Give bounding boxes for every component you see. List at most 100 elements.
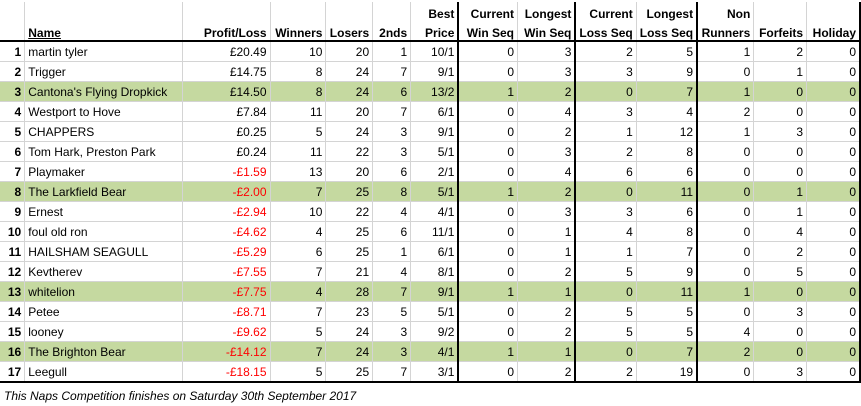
cell-holiday: 0: [806, 41, 861, 62]
cell-longest-loss-seq: 9: [636, 261, 698, 282]
cell-holiday: 0: [806, 61, 861, 82]
cell-longest-loss-seq: 8: [636, 141, 698, 162]
cell-longest-loss-seq: 7: [636, 341, 698, 362]
header-top-longest-loss-seq: Longest: [636, 2, 698, 21]
cell-forfeits: 1: [753, 61, 808, 82]
cell-non-runners: 0: [696, 261, 755, 282]
cell-losers: 24: [325, 121, 374, 142]
cell-current-loss-seq: 0: [574, 181, 637, 202]
cell-longest-win-seq: 1: [517, 341, 576, 362]
header-holiday: Holiday: [806, 21, 861, 42]
cell-winners: 7: [270, 181, 327, 202]
cell-longest-win-seq: 1: [517, 281, 576, 302]
cell-non-runners: 0: [696, 301, 755, 322]
cell-longest-loss-seq: 5: [636, 321, 698, 342]
table-row: 16 The Brighton Bear -£14.12 7 24 3 4/1 1 1 0 7 2 0 0: [0, 341, 861, 362]
cell-longest-win-seq: 3: [517, 201, 576, 222]
cell-best-price: 8/1: [410, 261, 459, 282]
cell-losers: 25: [325, 361, 374, 383]
cell-rank: 14: [0, 301, 26, 322]
cell-best-price: 6/1: [410, 101, 459, 122]
cell-name: The Larkfield Bear: [24, 181, 184, 202]
table-row: 1 martin tyler £20.49 10 20 1 10/1 0 3 2 5 1 2 0: [0, 41, 861, 62]
cell-holiday: 0: [806, 361, 861, 383]
cell-name: Playmaker: [24, 161, 184, 182]
cell-current-loss-seq: 0: [574, 81, 637, 102]
cell-current-loss-seq: 1: [574, 241, 637, 262]
cell-forfeits: 2: [753, 241, 808, 262]
cell-profit-loss: -£4.62: [182, 221, 271, 242]
cell-holiday: 0: [806, 81, 861, 102]
header-top-best-price: Best: [410, 2, 459, 21]
cell-winners: 13: [270, 161, 327, 182]
cell-longest-win-seq: 2: [517, 261, 576, 282]
cell-losers: 24: [325, 341, 374, 362]
header-top-seconds: [372, 2, 412, 21]
leaderboard-table: Best Current Longest Current Longest Non Name P…: [0, 2, 861, 383]
header-winners: Winners: [270, 21, 327, 42]
cell-winners: 11: [270, 141, 327, 162]
cell-current-loss-seq: 3: [574, 201, 637, 222]
cell-name: Cantona's Flying Dropkick: [24, 81, 184, 102]
cell-losers: 25: [325, 181, 374, 202]
cell-best-price: 5/1: [410, 181, 459, 202]
cell-longest-loss-seq: 5: [636, 301, 698, 322]
table-row: 3 Cantona's Flying Dropkick £14.50 8 24 6 13/2…: [0, 81, 861, 102]
cell-current-win-seq: 0: [457, 361, 519, 383]
cell-current-win-seq: 1: [457, 181, 519, 202]
cell-seconds: 7: [372, 361, 412, 383]
cell-seconds: 7: [372, 61, 412, 82]
header-row-top: Best Current Longest Current Longest Non: [0, 2, 861, 21]
cell-name: whitelion: [24, 281, 184, 302]
cell-current-loss-seq: 6: [574, 161, 637, 182]
cell-non-runners: 2: [696, 341, 755, 362]
cell-best-price: 11/1: [410, 221, 459, 242]
cell-holiday: 0: [806, 301, 861, 322]
cell-seconds: 3: [372, 141, 412, 162]
cell-forfeits: 5: [753, 261, 808, 282]
cell-forfeits: 0: [753, 161, 808, 182]
table-row: 12 Kevtherev -£7.55 7 21 4 8/1 0 2 5 9 0 5 0: [0, 261, 861, 282]
cell-winners: 5: [270, 321, 327, 342]
cell-profit-loss: £0.24: [182, 141, 271, 162]
cell-non-runners: 0: [696, 241, 755, 262]
cell-forfeits: 4: [753, 221, 808, 242]
cell-longest-win-seq: 1: [517, 241, 576, 262]
cell-name: CHAPPERS: [24, 121, 184, 142]
table-row: 11 HAILSHAM SEAGULL -£5.29 6 25 1 6/1 0 1 1 7 0 2 0: [0, 241, 861, 262]
cell-best-price: 9/1: [410, 121, 459, 142]
cell-non-runners: 1: [696, 281, 755, 302]
cell-best-price: 2/1: [410, 161, 459, 182]
cell-non-runners: 0: [696, 221, 755, 242]
cell-seconds: 3: [372, 321, 412, 342]
cell-losers: 25: [325, 221, 374, 242]
header-current-win-seq: Win Seq: [457, 21, 519, 42]
cell-current-loss-seq: 2: [574, 41, 637, 62]
cell-profit-loss: £20.49: [182, 41, 271, 62]
cell-name: foul old ron: [24, 221, 184, 242]
cell-seconds: 6: [372, 221, 412, 242]
header-forfeits: Forfeits: [753, 21, 808, 42]
cell-name: Leegull: [24, 361, 184, 383]
cell-current-win-seq: 0: [457, 141, 519, 162]
table-row: 15 looney -£9.62 5 24 3 9/2 0 2 5 5 4 0 0: [0, 321, 861, 342]
cell-best-price: 4/1: [410, 201, 459, 222]
cell-best-price: 3/1: [410, 361, 459, 383]
cell-winners: 8: [270, 81, 327, 102]
cell-name: Trigger: [24, 61, 184, 82]
header-name-label: Name: [28, 26, 61, 40]
cell-seconds: 3: [372, 341, 412, 362]
cell-name: HAILSHAM SEAGULL: [24, 241, 184, 262]
cell-profit-loss: £0.25: [182, 121, 271, 142]
table-row: 5 CHAPPERS £0.25 5 24 3 9/1 0 2 1 12 1 3 0: [0, 121, 861, 142]
cell-forfeits: 0: [753, 141, 808, 162]
cell-current-win-seq: 0: [457, 41, 519, 62]
cell-current-win-seq: 1: [457, 341, 519, 362]
header-top-profit-loss: [182, 2, 271, 21]
table-row: 17 Leegull -£18.15 5 25 7 3/1 0 2 2 19 0 3 0: [0, 361, 861, 383]
cell-rank: 12: [0, 261, 26, 282]
cell-longest-loss-seq: 9: [636, 61, 698, 82]
cell-profit-loss: -£8.71: [182, 301, 271, 322]
cell-longest-loss-seq: 8: [636, 221, 698, 242]
cell-best-price: 5/1: [410, 141, 459, 162]
